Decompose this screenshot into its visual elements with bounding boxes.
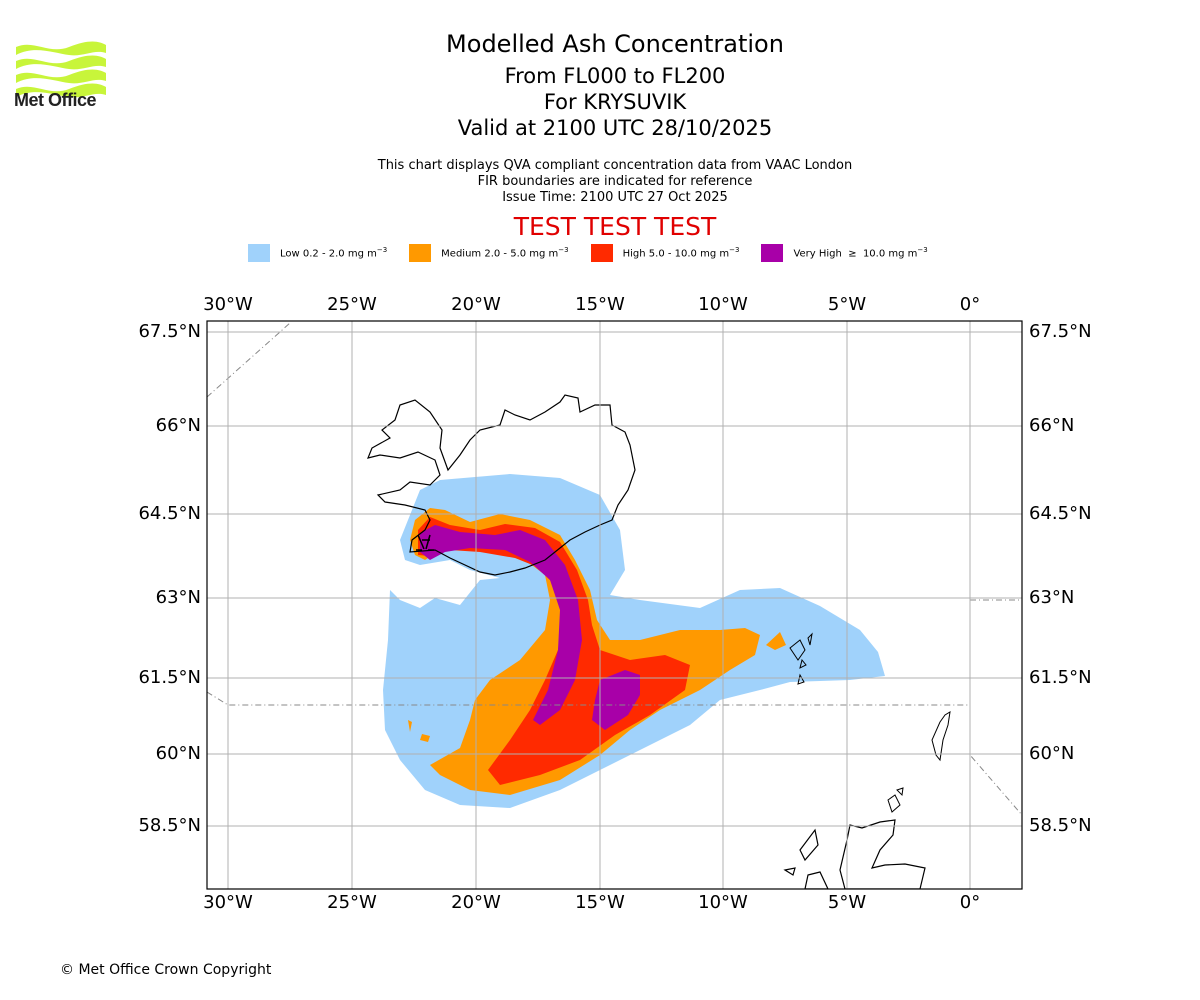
legend-swatch-high [590,244,613,262]
lat-tick-right: 67.5°N [1029,321,1092,342]
lon-tick-top: 25°W [327,294,377,315]
description-text: This chart displays QVA compliant concen… [377,158,853,173]
legend-swatch-very-high [761,244,784,262]
lon-tick-bottom: 5°W [827,892,867,913]
coastline-iceland [367,394,636,576]
legend-label-low: Low 0.2 - 2.0 mg m−3 [280,246,388,260]
lon-tick-bottom: 25°W [327,892,377,913]
issue-time: Issue Time: 2100 UTC 27 Oct 2025 [502,190,728,205]
legend-label-medium: Medium 2.0 - 5.0 mg m−3 [441,246,569,260]
legend-item-medium: Medium 2.0 - 5.0 mg m−3 [409,244,569,262]
ash-very-high-core [592,670,640,730]
lat-tick-right: 60°N [1029,743,1075,764]
lat-tick-left: 63°N [155,587,201,608]
lon-tick-top: 0° [959,294,981,315]
coastline-shetland [931,711,951,762]
lon-tick-top: 20°W [451,294,501,315]
chart-title: Modelled Ash Concentration [446,30,784,58]
flight-level-range: From FL000 to FL200 [504,64,726,88]
lat-tick-right: 64.5°N [1029,503,1092,524]
valid-time: Valid at 2100 UTC 28/10/2025 [457,116,773,140]
legend-swatch-low [248,244,270,262]
lat-tick-left: 60°N [155,743,201,764]
legend-label-high: High 5.0 - 10.0 mg m−3 [622,246,740,260]
volcano-marker-icon [416,534,434,551]
met-office-logo-text: Met Office [14,90,97,110]
legend-item-high: High 5.0 - 10.0 mg m−3 [590,244,740,262]
lon-tick-top: 5°W [827,294,867,315]
gridlines [207,321,1022,889]
coastline-orkney [887,787,904,813]
legend: Low 0.2 - 2.0 mg m−3 Medium 2.0 - 5.0 mg… [248,244,950,262]
lat-tick-left: 64.5°N [138,503,201,524]
lon-tick-bottom: 10°W [698,892,748,913]
lat-tick-left: 66°N [155,415,201,436]
coastline-faroe [789,632,813,685]
lon-tick-bottom: 15°W [575,892,625,913]
lat-tick-left: 61.5°N [138,667,201,688]
lat-tick-left: 58.5°N [138,815,201,836]
map-frame [206,320,1023,890]
lon-tick-bottom: 20°W [451,892,501,913]
met-office-logo-waves [16,41,106,98]
test-banner: TEST TEST TEST [513,212,717,241]
fir-note: FIR boundaries are indicated for referen… [477,174,753,189]
lon-tick-bottom: 0° [959,892,981,913]
lon-tick-top: 15°W [575,294,625,315]
lat-tick-right: 58.5°N [1029,815,1092,836]
coastline-scotland [783,819,926,889]
legend-item-very-high: Very High ≥ 10.0 mg m−3 [761,244,928,262]
volcano-name: For KRYSUVIK [543,90,687,114]
lon-tick-bottom: 30°W [203,892,253,913]
ash-very-high-region [420,525,582,725]
lat-tick-right: 61.5°N [1029,667,1092,688]
legend-item-low: Low 0.2 - 2.0 mg m−3 [248,244,387,262]
legend-label-very-high: Very High ≥ 10.0 mg m−3 [793,246,928,260]
lon-tick-top: 30°W [203,294,253,315]
lat-tick-right: 66°N [1029,415,1075,436]
lat-tick-right: 63°N [1029,587,1075,608]
lat-tick-left: 67.5°N [138,321,201,342]
lon-tick-top: 10°W [698,294,748,315]
legend-swatch-medium [409,244,432,262]
copyright: © Met Office Crown Copyright [60,962,272,978]
